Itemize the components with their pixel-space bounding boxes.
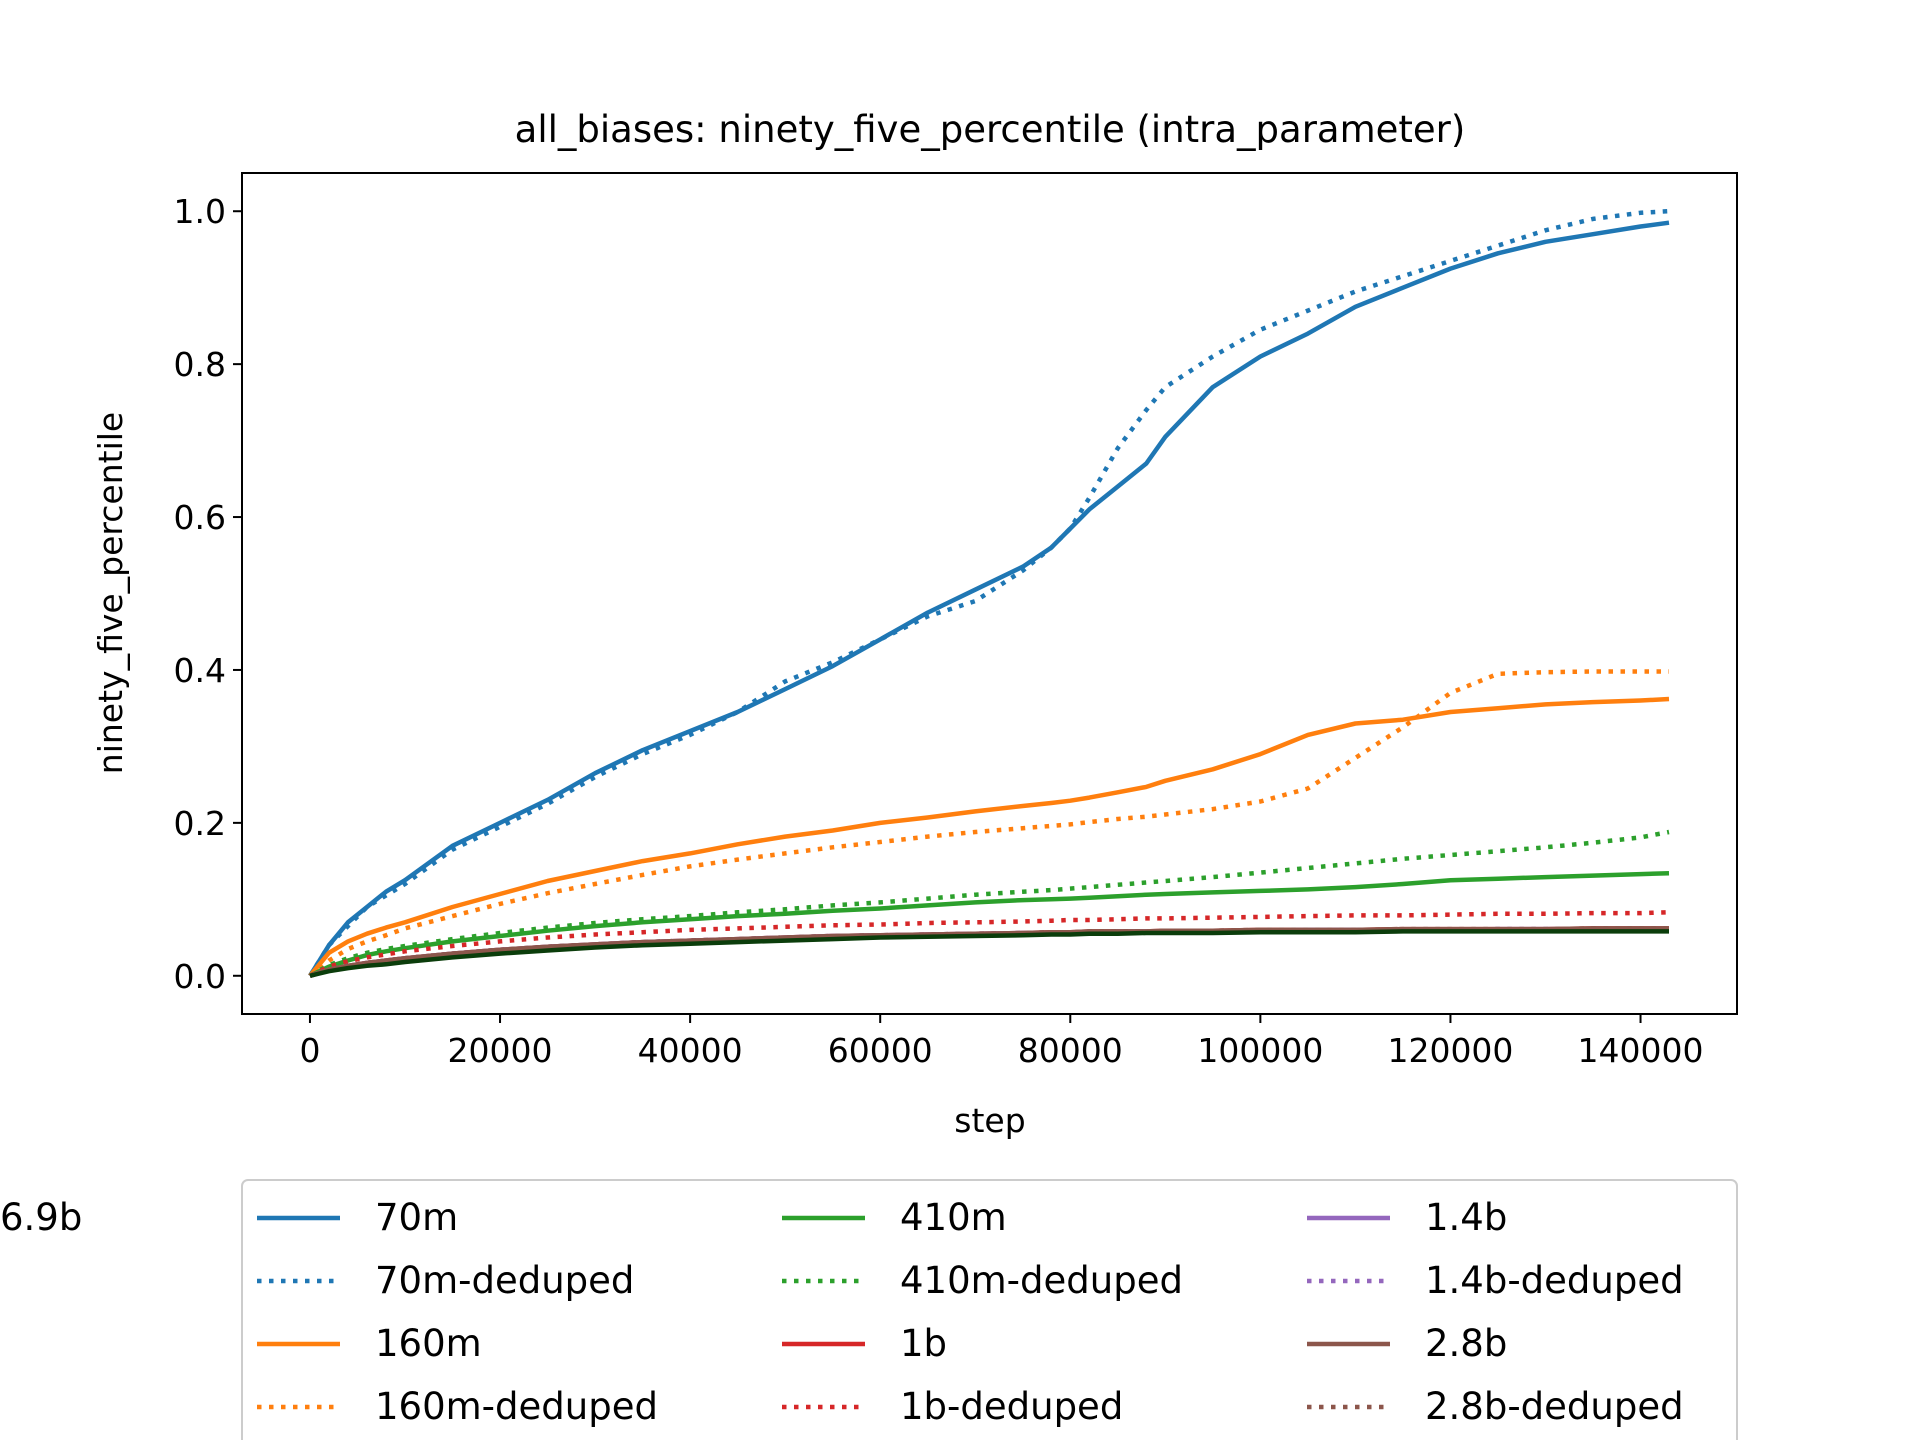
series-layer	[308, 208, 1670, 978]
legend: 70m 70m-deduped 160m 160m-deduped 410m 410m-d…	[0, 1179, 1738, 1440]
y-tick-label: 0.8	[174, 345, 226, 384]
series-line-70m-deduped	[308, 208, 1670, 977]
y-tick-label: 0.2	[174, 804, 226, 843]
x-tick-label: 0	[299, 1031, 320, 1070]
y-tick-label: 0.4	[174, 651, 226, 690]
series-line-160m-deduped	[308, 669, 1669, 978]
y-axis-ticks: 0.0 0.2 0.4 0.6 0.8 1.0	[174, 192, 242, 996]
series-line-2.8b-deduped	[309, 926, 1669, 978]
legend-label-1b: 1b	[900, 1322, 947, 1365]
x-axis-label: step	[954, 1101, 1025, 1140]
series-line-6.9b	[309, 929, 1669, 978]
legend-label-2.8b: 2.8b	[1425, 1322, 1507, 1365]
y-tick-label: 0.0	[174, 957, 226, 996]
series-line-1b-deduped	[309, 910, 1670, 978]
x-axis-ticks: 0 20000 40000 60000 80000 100000 120000 140000	[299, 1014, 1704, 1070]
plot-frame	[241, 172, 1738, 1015]
legend-label-160m-deduped: 160m-deduped	[375, 1385, 658, 1428]
series-line-410m-deduped	[308, 829, 1670, 978]
x-tick-label: 80000	[1018, 1031, 1123, 1070]
legend-label-1.4b: 1.4b	[1425, 1196, 1507, 1239]
y-tick-label: 1.0	[174, 192, 226, 231]
legend-label-6.9b: 6.9b	[0, 1196, 82, 1239]
series-line-70m	[308, 220, 1670, 977]
x-tick-label: 20000	[448, 1031, 553, 1070]
y-tick-label: 0.6	[174, 498, 226, 537]
legend-label-410m-deduped: 410m-deduped	[900, 1259, 1183, 1302]
x-tick-label: 120000	[1387, 1031, 1513, 1070]
legend-label-1b-deduped: 1b-deduped	[900, 1385, 1123, 1428]
y-axis-label: ninety_five_percentile	[91, 412, 130, 774]
x-tick-label: 140000	[1578, 1031, 1704, 1070]
legend-label-2.8b-deduped: 2.8b-deduped	[1425, 1385, 1684, 1428]
series-line-160m	[308, 696, 1670, 978]
x-tick-label: 40000	[638, 1031, 743, 1070]
chart-title: all_biases: ninety_five_percentile (intr…	[515, 108, 1466, 151]
x-tick-label: 60000	[828, 1031, 933, 1070]
legend-label-160m: 160m	[375, 1322, 482, 1365]
legend-label-410m: 410m	[900, 1196, 1007, 1239]
legend-box	[241, 1179, 1738, 1440]
legend-label-70m: 70m	[375, 1196, 458, 1239]
legend-label-70m-deduped: 70m-deduped	[375, 1259, 634, 1302]
legend-label-1.4b-deduped: 1.4b-deduped	[1425, 1259, 1684, 1302]
x-tick-label: 100000	[1197, 1031, 1323, 1070]
